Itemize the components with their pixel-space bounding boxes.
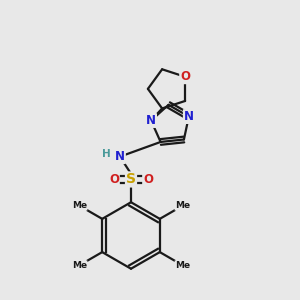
Text: N: N <box>115 150 125 163</box>
Text: N: N <box>184 110 194 123</box>
Text: Me: Me <box>175 261 190 270</box>
Text: H: H <box>102 149 111 159</box>
Text: S: S <box>126 172 136 186</box>
Text: O: O <box>109 173 119 186</box>
Text: O: O <box>143 173 153 186</box>
Text: Me: Me <box>175 201 190 210</box>
Text: N: N <box>146 114 156 127</box>
Text: O: O <box>180 70 190 83</box>
Text: Me: Me <box>72 261 87 270</box>
Text: Me: Me <box>72 201 87 210</box>
